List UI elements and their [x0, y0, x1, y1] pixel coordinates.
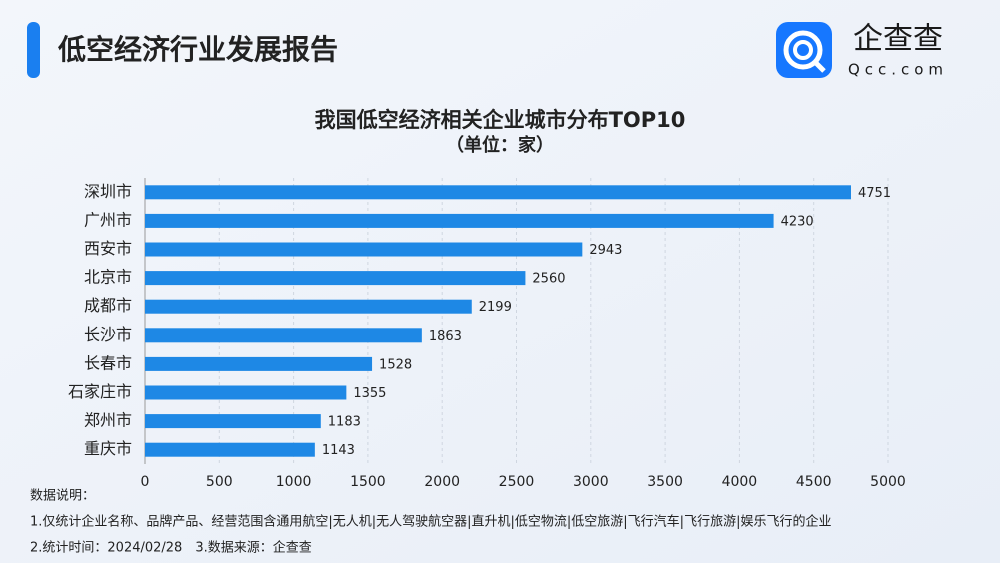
notes-heading: 数据说明：: [30, 489, 95, 504]
plot: 0 500 1000 1500 2000 2500 3000 3500 4000 4500 5000…: [68, 178, 906, 490]
logo-subtext: Qcc.com: [848, 61, 948, 79]
y-tick-label: 深圳市: [84, 182, 132, 201]
logo-ring-inner: [793, 40, 813, 60]
y-tick-label: 重庆市: [84, 439, 132, 458]
y-tick-label: 郑州市: [84, 411, 132, 430]
y-tick-label: 石家庄市: [68, 382, 132, 401]
value-label: 1863: [429, 329, 462, 344]
bar: [145, 442, 315, 457]
x-tick-label: 3000: [573, 474, 609, 490]
chart-title: 我国低空经济相关企业城市分布TOP10: [315, 108, 686, 132]
value-label: 2199: [479, 300, 512, 315]
x-tick-label: 5000: [870, 474, 906, 490]
bar: [145, 185, 851, 200]
logo: 企查查 Qcc.com: [776, 22, 948, 79]
x-tick-label: 0: [141, 474, 150, 490]
y-tick-label: 长春市: [84, 353, 132, 372]
note-line: 1.仅统计企业名称、品牌产品、经营范围含通用航空|无人机|无人驾驶航空器|直升机…: [30, 514, 831, 530]
x-tick-label: 4500: [796, 474, 832, 490]
x-tick-label: 4000: [722, 474, 758, 490]
header-title: 低空经济行业发展报告: [57, 33, 338, 66]
y-tick-label: 成都市: [84, 296, 132, 315]
value-label: 4751: [858, 186, 891, 201]
logo-ring: [783, 30, 823, 70]
bar: [145, 328, 422, 343]
chart-subtitle: （单位：家）: [446, 134, 554, 156]
x-tick-label: 3500: [647, 474, 683, 490]
value-label: 1183: [328, 415, 361, 430]
x-tick-label: 1000: [276, 474, 312, 490]
x-tick-label: 1500: [350, 474, 386, 490]
y-tick-label: 北京市: [84, 268, 132, 287]
value-label: 1355: [353, 386, 386, 401]
note-line: 2.统计时间：2024/02/28 3.数据来源：企查查: [30, 540, 312, 556]
bar: [145, 242, 583, 257]
header-accent: [27, 22, 40, 78]
bar: [145, 271, 526, 286]
bar: [145, 299, 472, 314]
logo-handle: [812, 59, 826, 73]
x-tick-label: 500: [206, 474, 233, 490]
value-label: 1143: [322, 443, 355, 458]
value-label: 2943: [589, 243, 622, 258]
bar: [145, 385, 347, 400]
bar: [145, 414, 321, 429]
y-tick-label: 长沙市: [84, 325, 132, 344]
x-tick-label: 2000: [424, 474, 460, 490]
y-tick-label: 广州市: [84, 210, 132, 229]
logo-text: 企查查: [853, 22, 943, 57]
value-label: 1528: [379, 357, 412, 372]
value-label: 2560: [532, 272, 565, 287]
x-tick-label: 2500: [499, 474, 535, 490]
y-tick-label: 西安市: [84, 239, 132, 258]
bar: [145, 356, 373, 371]
bar: [145, 213, 774, 228]
value-label: 4230: [781, 214, 814, 229]
